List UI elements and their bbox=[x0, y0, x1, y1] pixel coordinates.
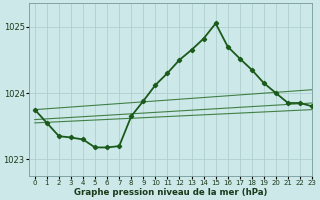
X-axis label: Graphe pression niveau de la mer (hPa): Graphe pression niveau de la mer (hPa) bbox=[74, 188, 267, 197]
